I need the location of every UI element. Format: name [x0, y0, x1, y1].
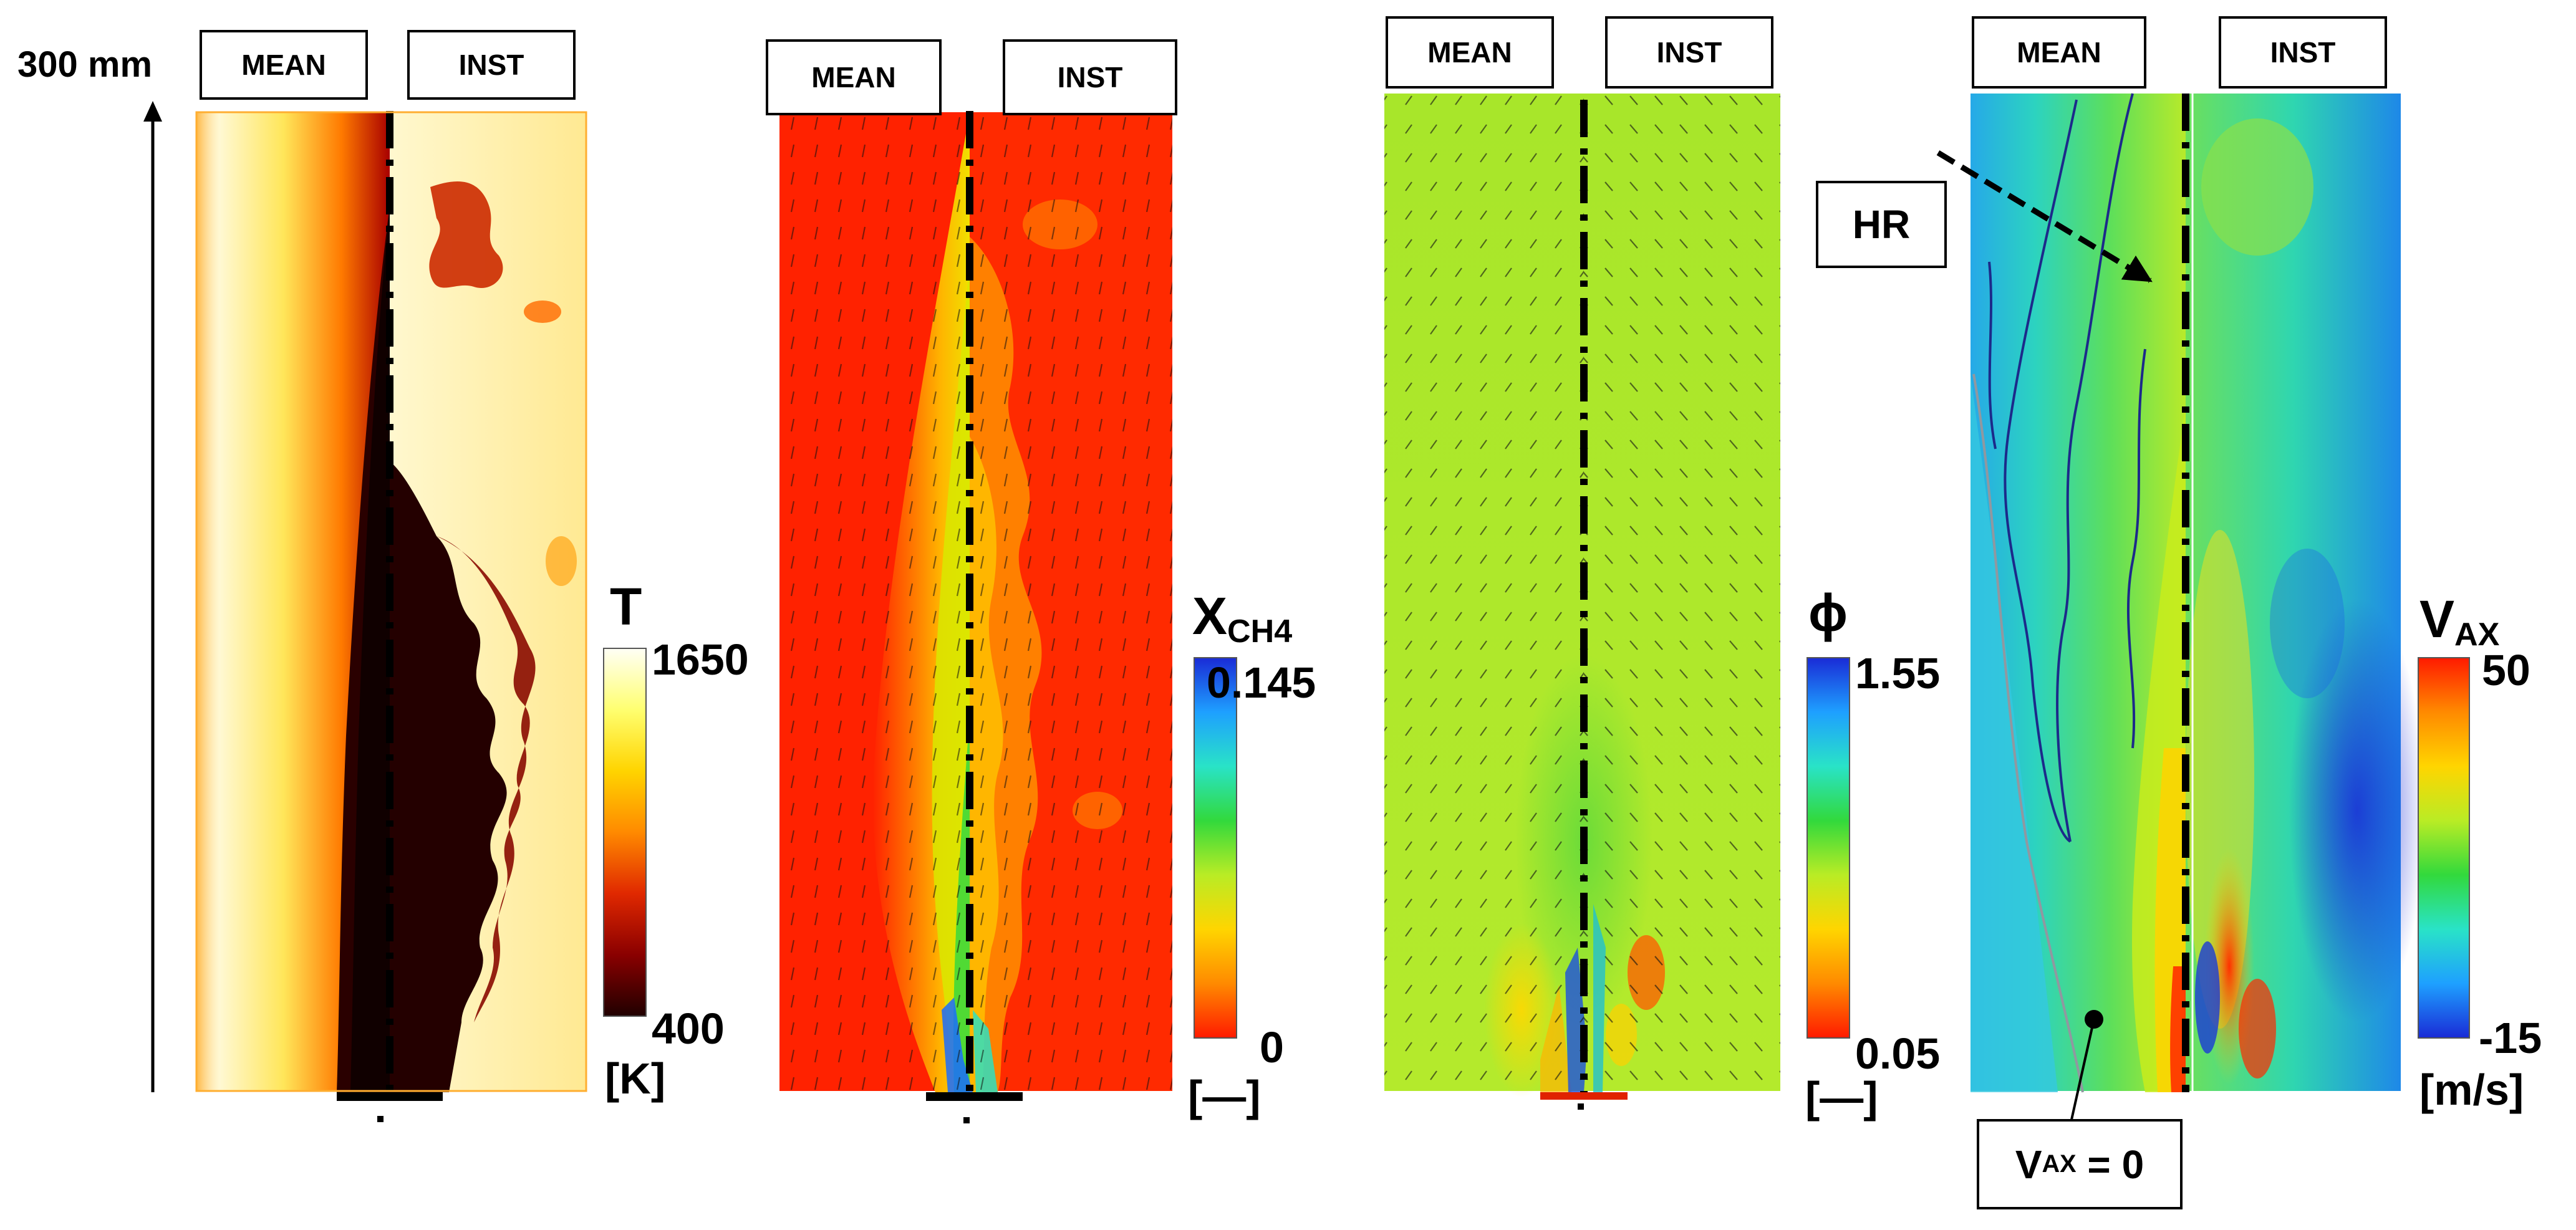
- velocity-inst-label: INST: [2219, 16, 2387, 89]
- temperature-mean-label: MEAN: [200, 30, 368, 100]
- methane-colorbar-max: 0.145: [1207, 658, 1316, 707]
- colorbars: [603, 648, 2470, 1039]
- velocity-mean-label: MEAN: [1972, 16, 2146, 89]
- temperature-panel: [195, 111, 587, 1122]
- methane-colorbar-unit: [—]: [1188, 1072, 1261, 1120]
- equivalence-colorbar-min: 0.05: [1855, 1029, 1941, 1078]
- velocity-colorbar-max: 50: [2482, 646, 2530, 694]
- velocity-colorbar-min: -15: [2479, 1014, 2542, 1062]
- scale-label: 300 mm: [17, 44, 153, 85]
- methane-colorbar-symbol: XCH4: [1192, 587, 1293, 650]
- axial-velocity-colorbar: [2418, 657, 2470, 1039]
- equivalence-colorbar-max: 1.55: [1855, 649, 1941, 698]
- temperature-inst-label: INST: [407, 30, 576, 100]
- equivalence-mean-label: MEAN: [1386, 16, 1554, 89]
- heat-release-contour: [1988, 93, 2146, 843]
- temperature-colorbar: [603, 648, 647, 1017]
- temperature-nozzle: [337, 1092, 443, 1101]
- temperature-inst-cold-jet: [390, 461, 507, 1092]
- methane-mean-label: MEAN: [766, 39, 942, 115]
- methane-colorbar-min: 0: [1260, 1023, 1284, 1072]
- methane-inst-label: INST: [1003, 39, 1177, 115]
- hr-annotation-box: HR: [1816, 181, 1947, 268]
- methane-colorbar: [1194, 657, 1237, 1039]
- temperature-colorbar-max: 1650: [652, 635, 749, 684]
- height-scale-arrow: [143, 101, 162, 1092]
- velocity-colorbar-unit: [m/s]: [2419, 1065, 2524, 1114]
- equivalence-colorbar-unit: [—]: [1805, 1073, 1878, 1122]
- equivalence-inst-label: INST: [1605, 16, 1773, 89]
- temperature-colorbar-unit: [K]: [605, 1054, 666, 1103]
- equivalence-panel: [1384, 94, 1780, 1110]
- equivalence-colorbar-symbol: ϕ: [1808, 584, 1848, 642]
- temperature-colorbar-symbol: T: [610, 577, 642, 636]
- equivalence-ratio-colorbar: [1807, 657, 1850, 1039]
- velocity-panel: [1936, 93, 2426, 1126]
- vax-zero-annotation-box: V AX = 0: [1977, 1119, 2183, 1209]
- velocity-colorbar-symbol: VAX: [2419, 590, 2500, 653]
- hr-pointer-arrow: [1936, 150, 2153, 283]
- temperature-colorbar-min: 400: [652, 1004, 725, 1053]
- vax-zero-pointer: [2069, 1010, 2103, 1126]
- methane-panel: [779, 111, 1172, 1123]
